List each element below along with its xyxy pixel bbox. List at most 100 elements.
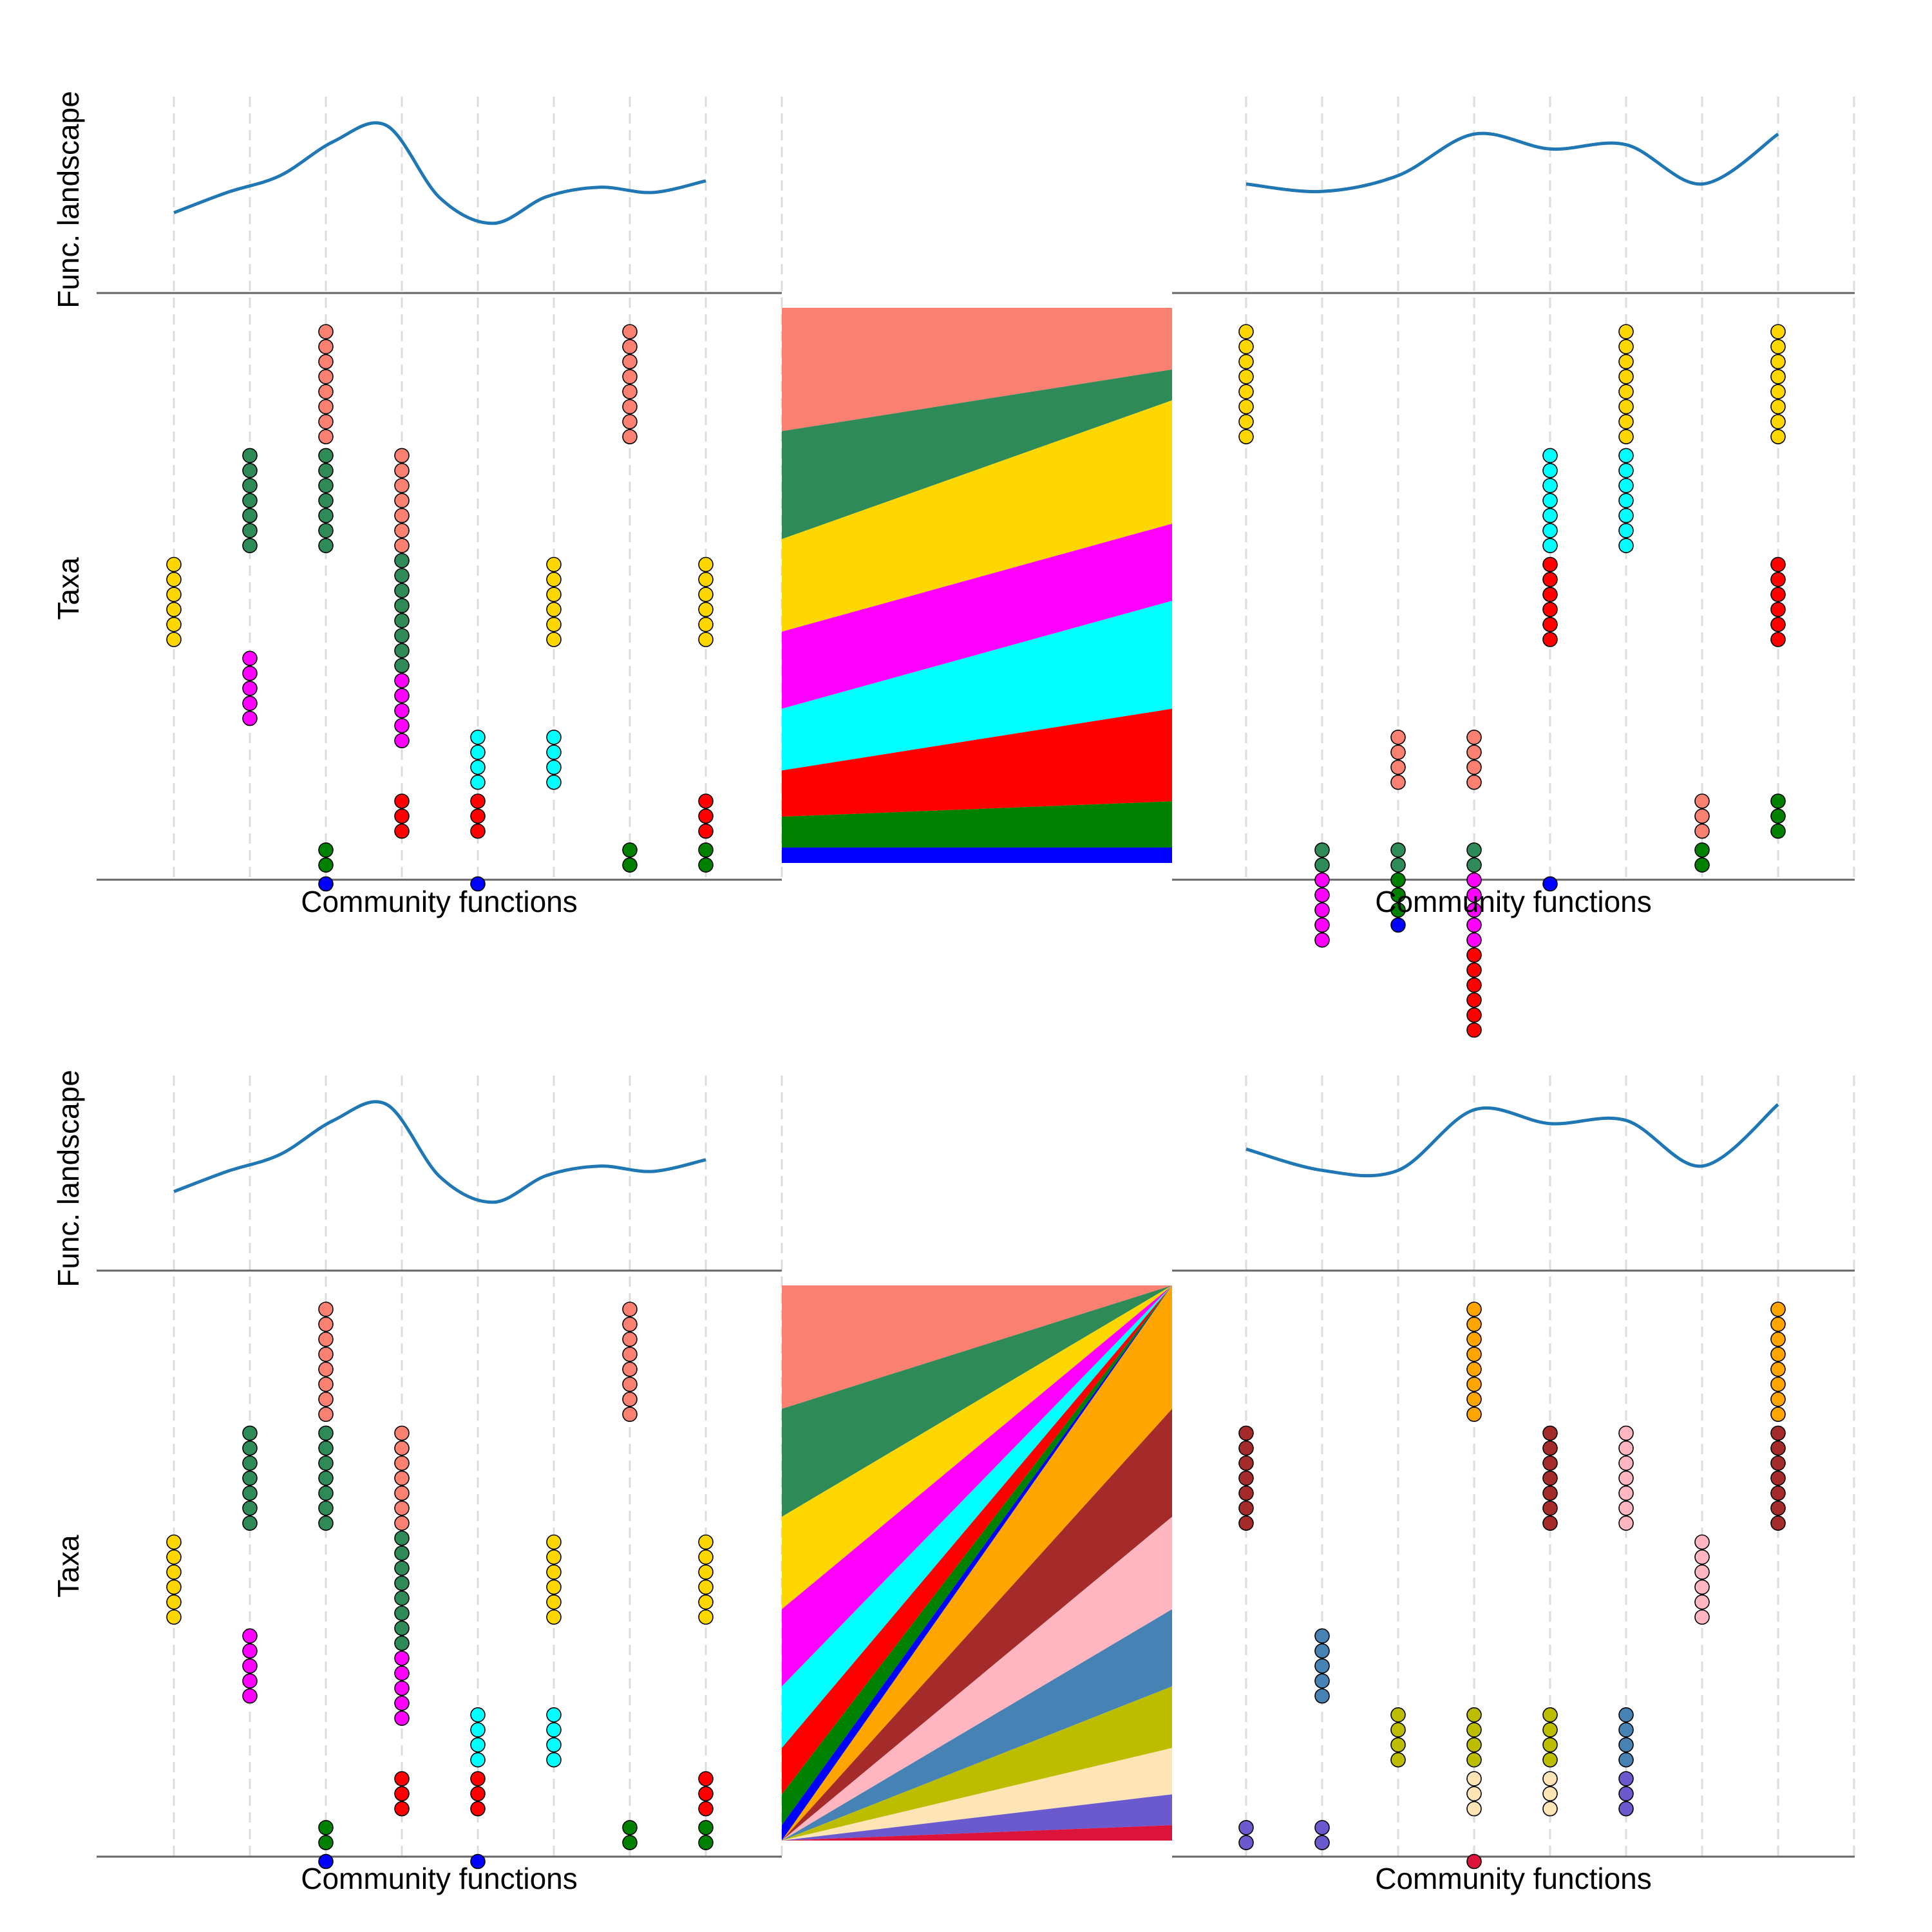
taxon-dot-brown (1770, 1515, 1786, 1531)
taxon-dot-seagreen (242, 1485, 258, 1501)
taxon-dot-cyan (1542, 507, 1558, 524)
taxon-dot-pink (1618, 1455, 1634, 1471)
taxon-dot-red (1466, 1007, 1482, 1023)
taxon-dot-salmon (394, 1440, 410, 1456)
taxon-dot-salmon (318, 1331, 334, 1347)
taxon-dot-cyan (1618, 523, 1634, 538)
taxon-dot-gold (546, 1579, 562, 1595)
taxon-dot-magenta (394, 1680, 410, 1696)
taxon-dot-cyan (546, 744, 562, 760)
taxon-dot-red (1770, 587, 1786, 602)
taxon-dot-brown (1542, 1455, 1558, 1471)
taxon-dot-slateblue (1618, 1771, 1634, 1786)
taxon-dot-seagreen (394, 598, 410, 614)
taxon-dot-seagreen (242, 1470, 258, 1486)
taxon-dot-seagreen (318, 1440, 334, 1456)
landscape-curve (1245, 131, 1779, 194)
taxon-dot-seagreen (1466, 857, 1482, 873)
taxon-dot-magenta (242, 681, 258, 696)
taxon-dot-seagreen (242, 538, 258, 554)
taxon-dot-magenta (1466, 887, 1482, 903)
panel-top-left (97, 97, 783, 892)
taxon-dot-seagreen (318, 538, 334, 554)
taxon-dot-seagreen (318, 1455, 334, 1471)
taxon-dot-salmon (394, 493, 410, 509)
taxon-dot-cyan (1542, 493, 1558, 509)
taxon-dot-orange (1466, 1347, 1482, 1362)
taxon-dot-red (394, 1801, 410, 1817)
taxon-dot-salmon (1466, 759, 1482, 775)
taxon-dot-brown (1770, 1470, 1786, 1486)
taxon-dot-salmon (1694, 793, 1710, 809)
taxon-dot-salmon (318, 1392, 334, 1407)
x-axis-label: Community functions (1375, 885, 1652, 918)
taxon-dot-magenta (1466, 917, 1482, 933)
taxon-dot-gold (1618, 369, 1634, 384)
taxon-dot-salmon (1390, 774, 1406, 790)
taxon-dot-salmon (394, 1470, 410, 1486)
taxon-dot-salmon (622, 399, 638, 415)
taxon-dot-red (698, 823, 714, 839)
taxon-dot-seagreen (318, 462, 334, 478)
taxon-dot-seagreen (318, 1485, 334, 1501)
taxon-dot-seagreen (318, 448, 334, 464)
taxon-dot-cyan (470, 744, 486, 760)
taxon-dot-salmon (1466, 774, 1482, 790)
taxon-dot-green (318, 857, 334, 873)
taxon-dot-steelblue (1314, 1643, 1330, 1659)
taxon-dot-blue (1390, 917, 1406, 933)
taxon-dot-brown (1238, 1501, 1254, 1516)
taxon-dot-gold (1770, 324, 1786, 339)
taxon-dot-seagreen (318, 507, 334, 524)
taxon-dot-slateblue (1618, 1786, 1634, 1802)
taxon-dot-seagreen (394, 658, 410, 674)
taxon-dot-cyan (546, 1752, 562, 1768)
x-axis-label: Community functions (1375, 1862, 1652, 1895)
taxon-dot-pink (1618, 1425, 1634, 1441)
taxon-dot-slateblue (1238, 1835, 1254, 1850)
taxon-dot-cyan (470, 1707, 486, 1723)
taxon-dot-gold (1618, 429, 1634, 444)
taxon-dot-magenta (1466, 902, 1482, 918)
taxon-dot-red (1770, 616, 1786, 632)
taxon-dot-red (1466, 977, 1482, 993)
taxon-dot-brown (1770, 1485, 1786, 1501)
taxon-dot-pink (1618, 1470, 1634, 1486)
taxon-dot-salmon (394, 1425, 410, 1441)
taxon-dot-red (1770, 632, 1786, 647)
taxon-dot-magenta (1314, 917, 1330, 933)
taxon-dot-salmon (622, 339, 638, 355)
taxon-dot-steelblue (1618, 1752, 1634, 1768)
taxon-dot-seagreen (242, 448, 258, 464)
taxon-dot-pink (1618, 1485, 1634, 1501)
flow-band-crimson (782, 1825, 1172, 1841)
taxon-dot-salmon (318, 324, 334, 339)
taxon-dot-olive (1466, 1737, 1482, 1753)
taxon-dot-wheat (1466, 1786, 1482, 1802)
taxon-dot-wheat (1466, 1801, 1482, 1817)
taxon-dot-cyan (1618, 538, 1634, 554)
taxon-dot-salmon (318, 354, 334, 370)
taxon-dot-cyan (1618, 448, 1634, 464)
flow-band-blue (782, 848, 1172, 863)
taxon-dot-magenta (1314, 932, 1330, 948)
taxon-dot-salmon (1466, 744, 1482, 760)
taxon-dot-orange (1466, 1392, 1482, 1407)
taxon-dot-red (394, 808, 410, 824)
taxon-dot-salmon (622, 1302, 638, 1317)
taxon-dot-gold (1770, 369, 1786, 384)
taxon-dot-seagreen (242, 478, 258, 493)
taxon-dot-cyan (1618, 493, 1634, 509)
panel-bottom-left (97, 1075, 783, 1870)
taxon-dot-salmon (622, 1331, 638, 1347)
taxon-dot-green (1770, 793, 1786, 809)
taxon-dot-cyan (1542, 523, 1558, 538)
taxon-dot-magenta (394, 703, 410, 719)
taxon-dot-seagreen (242, 493, 258, 509)
taxon-dot-gold (546, 632, 562, 647)
taxon-dot-brown (1238, 1515, 1254, 1531)
taxon-dot-cyan (470, 1722, 486, 1738)
flow-band-pink (782, 1517, 1172, 1841)
taxon-dot-slateblue (1618, 1801, 1634, 1817)
